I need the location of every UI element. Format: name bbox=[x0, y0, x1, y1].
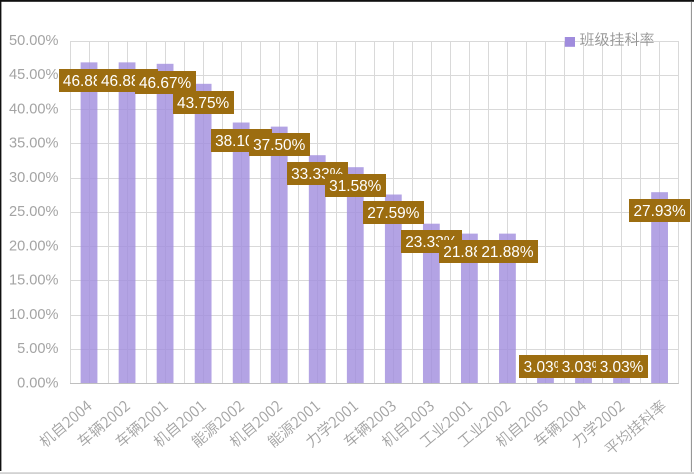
svg-text:27.59%: 27.59% bbox=[367, 205, 420, 222]
svg-text:43.75%: 43.75% bbox=[177, 95, 230, 112]
svg-text:35.00%: 35.00% bbox=[9, 136, 59, 152]
svg-text:0.00%: 0.00% bbox=[17, 375, 58, 391]
svg-text:30.00%: 30.00% bbox=[9, 170, 59, 186]
svg-text:46.67%: 46.67% bbox=[139, 75, 192, 92]
svg-text:37.50%: 37.50% bbox=[253, 137, 306, 154]
svg-text:15.00%: 15.00% bbox=[9, 273, 59, 289]
svg-text:50.00%: 50.00% bbox=[9, 33, 59, 49]
svg-text:40.00%: 40.00% bbox=[9, 101, 59, 117]
svg-text:10.00%: 10.00% bbox=[9, 307, 59, 323]
svg-text:31.58%: 31.58% bbox=[329, 178, 382, 195]
svg-text:3.03%: 3.03% bbox=[524, 359, 568, 376]
svg-text:25.00%: 25.00% bbox=[9, 204, 59, 220]
svg-text:3.03%: 3.03% bbox=[600, 359, 644, 376]
svg-text:3.03%: 3.03% bbox=[562, 359, 606, 376]
svg-text:45.00%: 45.00% bbox=[9, 67, 59, 83]
svg-text:21.88%: 21.88% bbox=[481, 244, 534, 261]
svg-text:20.00%: 20.00% bbox=[9, 238, 59, 254]
svg-text:5.00%: 5.00% bbox=[17, 341, 58, 357]
svg-text:27.93%: 27.93% bbox=[633, 203, 686, 220]
